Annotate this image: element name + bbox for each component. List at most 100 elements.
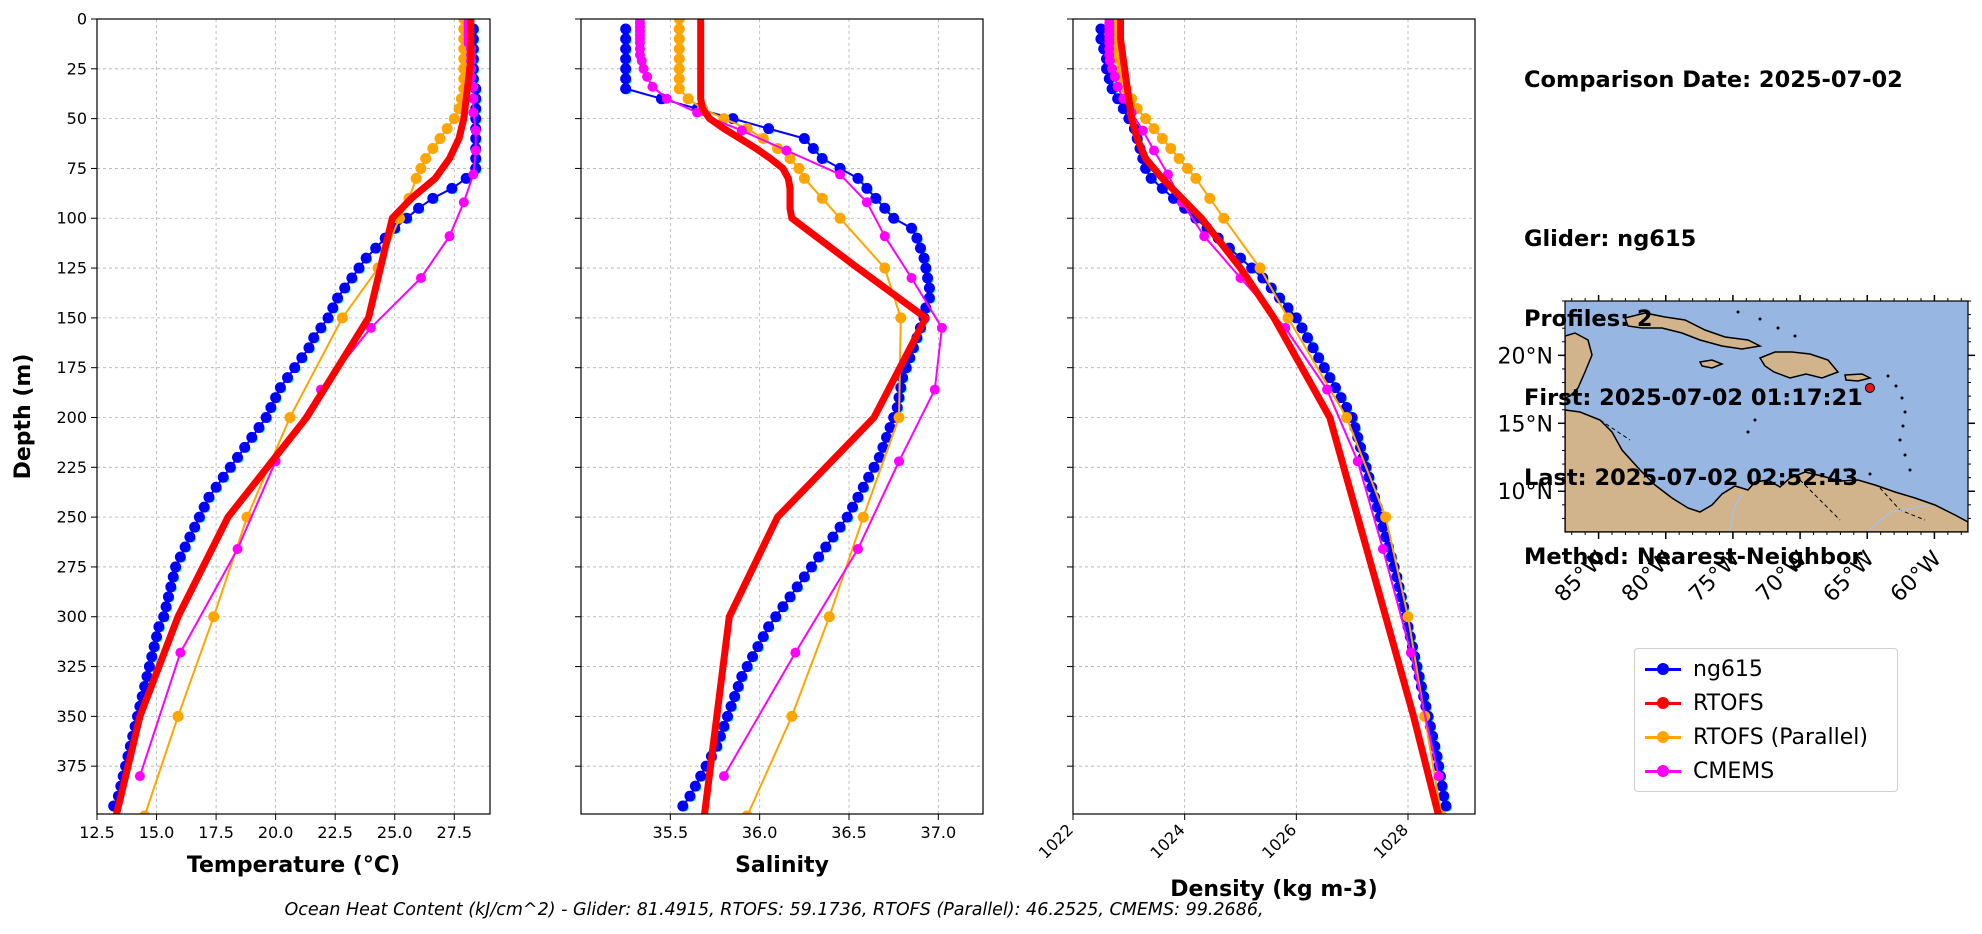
data-point-ng615 xyxy=(620,33,632,45)
axes-frame xyxy=(580,18,984,815)
data-point-rtofs-parallel- xyxy=(448,113,460,125)
data-point-cmems xyxy=(1148,145,1159,156)
x-axis-label: Salinity xyxy=(735,853,829,878)
data-point-ng615 xyxy=(888,212,900,224)
data-point-rtofs xyxy=(467,55,474,62)
data-point-rtofs xyxy=(467,19,474,22)
data-point-rtofs-parallel- xyxy=(415,162,427,174)
data-point-ng615 xyxy=(253,421,265,433)
data-point-rtofs xyxy=(779,165,786,172)
data-point-rtofs xyxy=(456,135,463,142)
data-point-cmems xyxy=(134,771,145,782)
data-point-ng615 xyxy=(153,621,165,633)
data-point-ng615 xyxy=(820,541,832,553)
data-point-ng615 xyxy=(884,421,896,433)
data-point-ng615 xyxy=(725,700,737,712)
data-point-rtofs-parallel- xyxy=(857,511,869,523)
data-point-rtofs xyxy=(788,215,795,222)
spacer xyxy=(1524,147,1903,174)
axes-frame xyxy=(1072,18,1476,815)
data-point-ng615 xyxy=(1117,103,1129,115)
plot-area xyxy=(620,19,947,814)
data-point-ng615 xyxy=(296,352,308,364)
data-point-rtofs xyxy=(1128,115,1135,122)
data-point-ng615 xyxy=(891,402,903,414)
x-tick-label: 22.5 xyxy=(317,823,353,842)
data-point-rtofs-parallel- xyxy=(336,312,348,324)
data-point-ng615 xyxy=(863,471,875,483)
x-tick-label: 1022 xyxy=(1035,820,1077,862)
data-point-ng615 xyxy=(1313,352,1325,364)
data-point-ng615 xyxy=(620,23,632,35)
data-point-rtofs-parallel- xyxy=(1165,143,1177,155)
data-point-cmems xyxy=(894,456,905,467)
data-point-cmems xyxy=(1433,771,1444,782)
data-point-rtofs xyxy=(1326,414,1333,421)
data-point-cmems xyxy=(718,771,729,782)
data-point-cmems xyxy=(468,169,479,180)
data-point-ng615 xyxy=(260,411,272,423)
data-point-ng615 xyxy=(141,671,153,683)
data-point-rtofs-parallel- xyxy=(793,162,805,174)
data-point-rtofs xyxy=(785,175,792,182)
data-point-ng615 xyxy=(193,511,205,523)
data-point-rtofs-parallel- xyxy=(427,143,439,155)
data-point-cmems xyxy=(470,145,481,156)
data-point-cmems xyxy=(365,322,376,333)
data-point-ng615 xyxy=(170,561,182,573)
data-point-ng615 xyxy=(718,720,730,732)
data-point-ng615 xyxy=(274,382,286,394)
x-tick-label: 15.0 xyxy=(139,823,175,842)
data-point-ng615 xyxy=(282,372,294,384)
y-tick-label: 175 xyxy=(56,358,87,377)
plot-area xyxy=(108,19,482,814)
map-lat-label: 20°N xyxy=(1498,344,1553,369)
temperature-panel: 12.5 15.0 17.5 20.0 22.5 25.0 27.5 Temperature … xyxy=(11,10,491,878)
data-point-ng615 xyxy=(791,581,803,593)
data-point-rtofs-parallel- xyxy=(682,93,694,105)
data-point-ng615 xyxy=(210,481,222,493)
profile-count: Profiles: 2 xyxy=(1524,305,1653,332)
data-point-ng615 xyxy=(315,322,327,334)
data-point-ng615 xyxy=(239,441,251,453)
data-point-ng615 xyxy=(224,461,236,473)
data-point-ng615 xyxy=(834,521,846,533)
data-point-ng615 xyxy=(146,651,158,663)
data-point-cmems xyxy=(879,231,890,242)
series-line-cmems xyxy=(138,19,477,777)
data-point-cmems xyxy=(175,647,186,658)
data-point-ng615 xyxy=(861,182,873,194)
data-point-rtofs xyxy=(460,115,467,122)
data-point-ng615 xyxy=(722,710,734,722)
y-tick-label: 350 xyxy=(56,707,87,726)
data-point-ng615 xyxy=(777,601,789,613)
data-point-rtofs xyxy=(1237,265,1244,272)
data-point-cmems xyxy=(1199,231,1210,242)
data-point-rtofs xyxy=(697,95,704,102)
data-point-ng615 xyxy=(620,73,632,85)
data-point-ng615 xyxy=(852,172,864,184)
data-point-ng615 xyxy=(308,332,320,344)
data-point-rtofs-parallel- xyxy=(434,133,446,145)
data-point-rtofs xyxy=(467,35,474,42)
data-point-ng615 xyxy=(877,441,889,453)
x-tick-label: 36.5 xyxy=(831,823,867,842)
data-point-ng615 xyxy=(1307,342,1319,354)
data-point-ng615 xyxy=(1282,302,1294,314)
data-point-ng615 xyxy=(847,501,859,513)
data-point-ng615 xyxy=(165,581,177,593)
data-point-ng615 xyxy=(784,591,796,603)
data-point-rtofs-parallel- xyxy=(673,73,685,85)
first-time: First: 2025-07-02 01:17:21 xyxy=(1524,385,1863,411)
data-point-rtofs xyxy=(1117,19,1124,22)
map-river xyxy=(1869,504,1931,531)
data-point-rtofs-parallel- xyxy=(1204,192,1216,204)
data-point-rtofs-parallel- xyxy=(1218,212,1230,224)
x-axis-label: Density (kg m-3) xyxy=(1170,877,1378,902)
data-point-rtofs xyxy=(699,105,706,112)
map-land-hispaniola xyxy=(1758,351,1840,379)
x-tick-label: 20.0 xyxy=(258,823,294,842)
x-tick-label: 1026 xyxy=(1258,820,1300,862)
last-time: Last: 2025-07-02 02:52:43 xyxy=(1524,464,1859,491)
